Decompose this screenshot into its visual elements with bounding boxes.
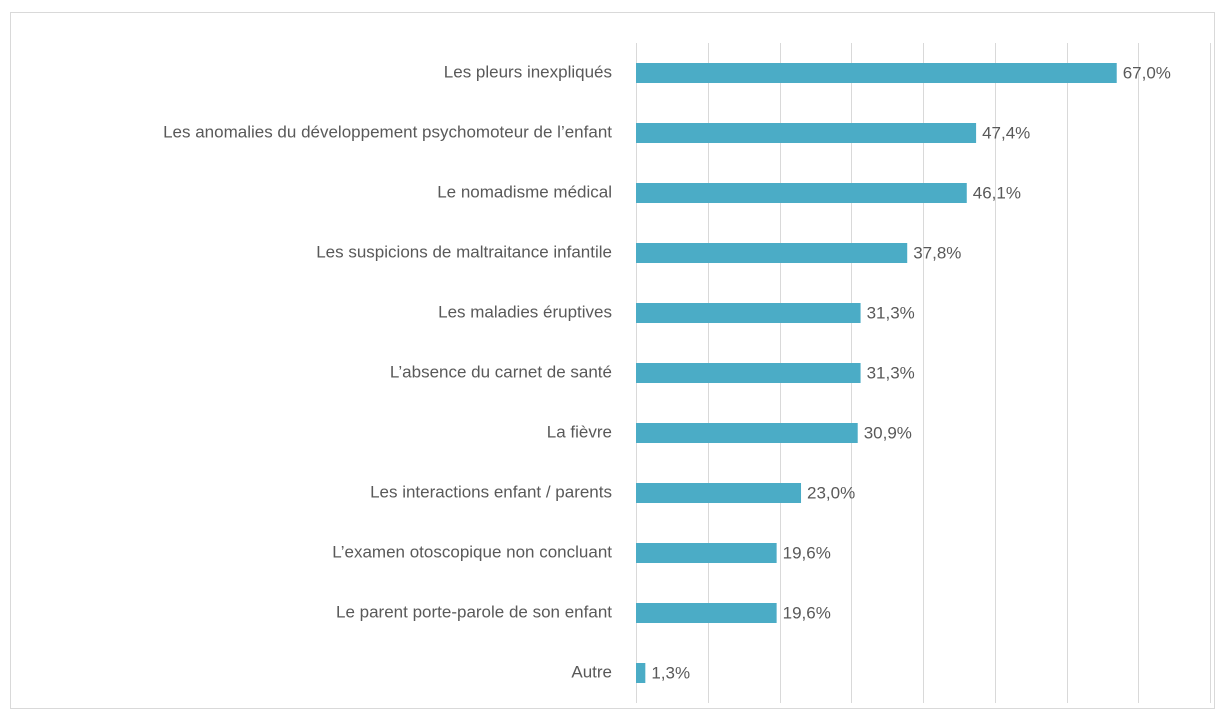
bar xyxy=(636,423,858,443)
category-label: Les pleurs inexpliqués xyxy=(444,62,612,81)
bar xyxy=(636,663,646,683)
bar xyxy=(636,183,967,203)
value-label: 23,0% xyxy=(807,483,855,502)
bar xyxy=(636,123,977,143)
category-label: Les suspicions de maltraitance infantile xyxy=(316,242,612,261)
bar xyxy=(636,543,777,563)
value-label: 37,8% xyxy=(913,243,961,262)
value-label: 19,6% xyxy=(783,543,831,562)
category-label: La fièvre xyxy=(547,422,612,441)
value-label: 47,4% xyxy=(982,123,1030,142)
bar xyxy=(636,243,908,263)
value-label: 19,6% xyxy=(783,603,831,622)
category-label: Les anomalies du développement psychomot… xyxy=(163,122,612,141)
category-label: Le nomadisme médical xyxy=(437,182,612,201)
bar xyxy=(636,63,1117,83)
bar xyxy=(636,483,802,503)
value-label: 30,9% xyxy=(864,423,912,442)
value-label: 31,3% xyxy=(867,363,915,382)
category-label: Autre xyxy=(571,662,612,681)
chart-frame xyxy=(10,12,1215,709)
value-label: 31,3% xyxy=(867,303,915,322)
bar xyxy=(636,603,777,623)
category-label: L’absence du carnet de santé xyxy=(390,362,612,381)
bar xyxy=(636,363,861,383)
value-label: 1,3% xyxy=(651,663,690,682)
category-label: L’examen otoscopique non concluant xyxy=(332,542,612,561)
bar xyxy=(636,303,861,323)
category-label: Les interactions enfant / parents xyxy=(370,482,612,501)
value-label: 67,0% xyxy=(1123,63,1171,82)
category-label: Les maladies éruptives xyxy=(438,302,612,321)
value-label: 46,1% xyxy=(973,183,1021,202)
category-label: Le parent porte-parole de son enfant xyxy=(336,602,612,621)
